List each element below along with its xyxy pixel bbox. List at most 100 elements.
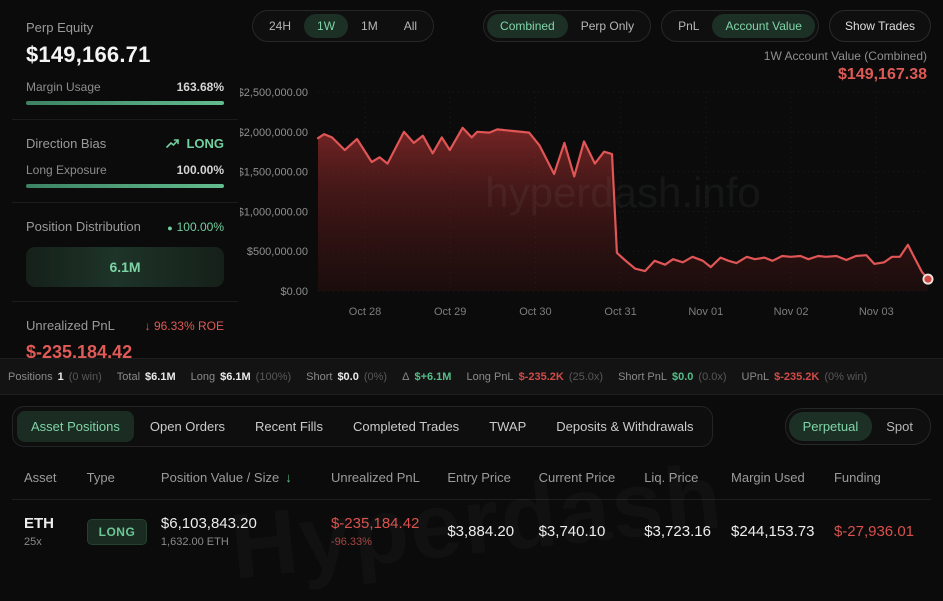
cell-liq-price: $3,723.16 (644, 523, 731, 540)
unrealized-roe: ↓ 96.33% ROE (145, 319, 224, 333)
chart-toolbar: 24H 1W 1M All Combined Perp Only PnL Acc… (252, 10, 931, 42)
direction-bias-card: Direction Bias LONG Long Exposure 100.00… (12, 120, 238, 203)
summary-item: Long PnL$-235.2K(25.0x) (466, 371, 603, 383)
range-1m-button[interactable]: 1M (348, 14, 391, 38)
tab-recent-fills[interactable]: Recent Fills (241, 411, 337, 442)
perp-equity-value: $149,166.71 (26, 42, 224, 68)
chart-svg: hyperdash.info$2,500,000.00$2,000,000.00… (240, 82, 939, 340)
header-unrealized-pnl[interactable]: Unrealized PnL (331, 470, 447, 485)
trend-up-icon (166, 138, 181, 149)
range-1w-button[interactable]: 1W (304, 14, 348, 38)
summary-item: Long$6.1M(100%) (191, 371, 292, 383)
svg-text:Oct 31: Oct 31 (604, 306, 636, 318)
distribution-bar-label: 6.1M (109, 259, 140, 275)
svg-text:$500,000.00: $500,000.00 (247, 246, 308, 258)
header-asset[interactable]: Asset (24, 470, 87, 485)
long-badge: LONG (87, 519, 148, 545)
dashboard: Perp Equity $149,166.71 Margin Usage 163… (0, 0, 943, 565)
position-distribution-pct: ●100.00% (167, 220, 224, 234)
cell-margin-used: $244,153.73 (731, 523, 834, 540)
tab-deposits-withdrawals[interactable]: Deposits & Withdrawals (542, 411, 707, 442)
svg-text:Nov 01: Nov 01 (688, 306, 723, 318)
chart-header: 1W Account Value (Combined) $149,167.38 (764, 49, 927, 84)
perp-equity-label: Perp Equity (26, 20, 224, 35)
summary-item: UPnL$-235.2K(0% win) (742, 371, 868, 383)
header-liq-price[interactable]: Liq. Price (644, 470, 731, 485)
header-funding[interactable]: Funding (834, 470, 919, 485)
header-position-value[interactable]: Position Value / Size↓ (161, 470, 331, 485)
header-margin-used[interactable]: Margin Used (731, 470, 834, 485)
svg-text:$0.00: $0.00 (280, 286, 308, 298)
market-spot-button[interactable]: Spot (872, 412, 927, 441)
tabs-row: Asset Positions Open Orders Recent Fills… (12, 406, 931, 447)
tab-twap[interactable]: TWAP (475, 411, 540, 442)
tab-asset-positions[interactable]: Asset Positions (17, 411, 134, 442)
tab-open-orders[interactable]: Open Orders (136, 411, 239, 442)
svg-text:Nov 03: Nov 03 (859, 306, 894, 318)
svg-text:$1,000,000.00: $1,000,000.00 (240, 206, 308, 218)
margin-usage-value: 163.68% (177, 80, 224, 94)
summary-item: Total$6.1M (117, 371, 176, 383)
svg-text:$2,500,000.00: $2,500,000.00 (240, 87, 308, 99)
cell-position-value: $6,103,843.20 1,632.00 ETH (161, 515, 331, 548)
long-exposure-bar (26, 184, 224, 188)
position-distribution-card: Position Distribution ●100.00% 6.1M (12, 203, 238, 302)
section-tabs: Asset Positions Open Orders Recent Fills… (12, 406, 713, 447)
show-trades-button[interactable]: Show Trades (829, 10, 931, 42)
cell-asset: ETH 25x (24, 515, 87, 548)
market-perpetual-button[interactable]: Perpetual (789, 412, 873, 441)
svg-text:Nov 02: Nov 02 (774, 306, 809, 318)
metric-group: PnL Account Value (661, 10, 819, 42)
cell-entry-price: $3,884.20 (447, 523, 538, 540)
cell-current-price: $3,740.10 (539, 523, 645, 540)
table-row[interactable]: ETH 25x LONG $6,103,843.20 1,632.00 ETH … (12, 499, 931, 564)
perp-equity-card: Perp Equity $149,166.71 Margin Usage 163… (12, 4, 238, 120)
cell-type: LONG (87, 519, 161, 545)
last-point-marker (924, 276, 931, 283)
metric-account-value-button[interactable]: Account Value (712, 14, 815, 38)
range-24h-button[interactable]: 24H (256, 14, 304, 38)
direction-bias-value: LONG (166, 136, 224, 151)
long-exposure-label: Long Exposure (26, 163, 107, 177)
sort-descending-icon: ↓ (285, 470, 292, 485)
metric-pnl-button[interactable]: PnL (665, 14, 712, 38)
summary-item: Short$0.0(0%) (306, 371, 387, 383)
chart-header-label: 1W Account Value (Combined) (764, 49, 927, 63)
position-distribution-label: Position Distribution (26, 219, 141, 234)
summary-item: Δ$+6.1M (402, 371, 451, 383)
table-header-row: Asset Type Position Value / Size↓ Unreal… (12, 458, 931, 499)
direction-bias-label: Direction Bias (26, 136, 106, 151)
green-dot-icon: ● (167, 223, 172, 233)
scope-combined-button[interactable]: Combined (487, 14, 568, 38)
svg-text:Oct 28: Oct 28 (349, 306, 381, 318)
header-type[interactable]: Type (87, 470, 161, 485)
svg-text:Oct 29: Oct 29 (434, 306, 466, 318)
summary-item: Short PnL$0.0(0.0x) (618, 371, 726, 383)
scope-perp-only-button[interactable]: Perp Only (568, 14, 647, 38)
time-range-group: 24H 1W 1M All (252, 10, 434, 42)
long-exposure-value: 100.00% (177, 163, 224, 177)
margin-usage-bar (26, 101, 224, 105)
scope-group: Combined Perp Only (483, 10, 651, 42)
arrow-down-icon: ↓ (145, 319, 154, 333)
header-current-price[interactable]: Current Price (539, 470, 645, 485)
positions-table: Asset Type Position Value / Size↓ Unreal… (12, 458, 931, 564)
direction-bias-text: LONG (186, 136, 224, 151)
cell-leverage: 25x (24, 536, 87, 548)
range-all-button[interactable]: All (391, 14, 430, 38)
distribution-bar[interactable]: 6.1M (26, 247, 224, 287)
cell-unrealized-pnl: $-235,184.42 -96.33% (331, 515, 447, 548)
unrealized-pnl-label: Unrealized PnL (26, 318, 115, 333)
svg-text:$2,000,000.00: $2,000,000.00 (240, 127, 308, 139)
account-value-chart[interactable]: hyperdash.info$2,500,000.00$2,000,000.00… (240, 82, 939, 340)
market-type-group: Perpetual Spot (785, 408, 931, 445)
svg-text:$1,500,000.00: $1,500,000.00 (240, 167, 308, 179)
header-entry-price[interactable]: Entry Price (447, 470, 538, 485)
cell-funding: $-27,936.01 (834, 523, 919, 540)
margin-usage-label: Margin Usage (26, 80, 101, 94)
tab-completed-trades[interactable]: Completed Trades (339, 411, 473, 442)
stats-sidebar: Perp Equity $149,166.71 Margin Usage 163… (12, 4, 238, 377)
svg-text:Oct 30: Oct 30 (519, 306, 551, 318)
